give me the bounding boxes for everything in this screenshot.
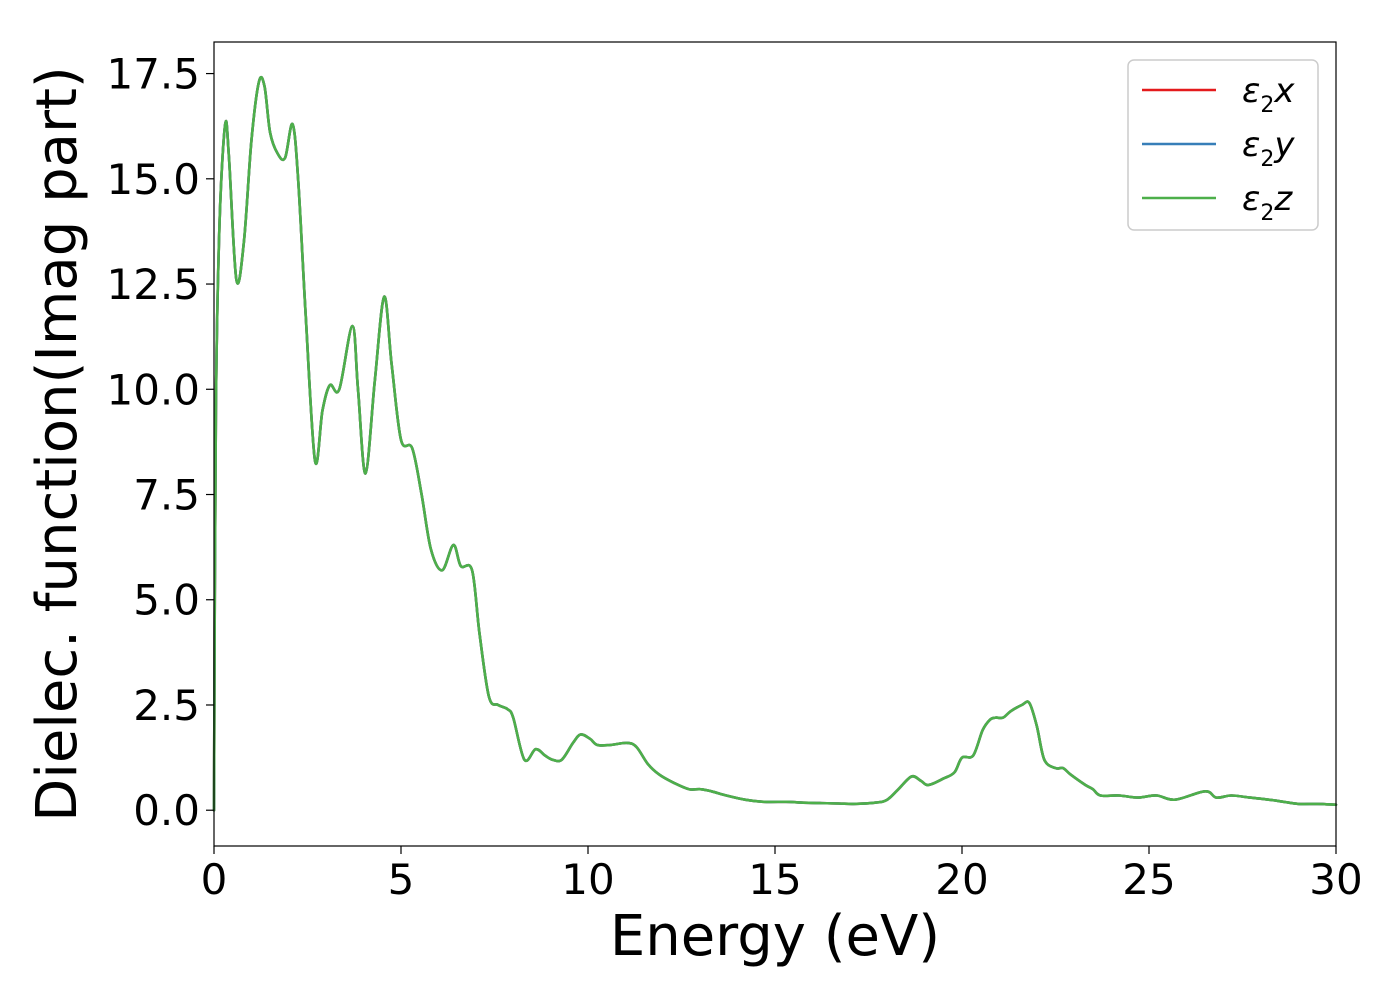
y-tick-label: 12.5 xyxy=(106,260,200,309)
y-tick-label: 0.0 xyxy=(133,786,200,835)
y-tick-label: 5.0 xyxy=(133,576,200,625)
y-axis-title: Dielec. function(Imag part) xyxy=(25,66,90,822)
y-tick-label: 2.5 xyxy=(133,681,200,730)
x-tick-label: 0 xyxy=(201,855,228,904)
x-tick-label: 25 xyxy=(1122,855,1175,904)
x-tick-label: 15 xyxy=(748,855,801,904)
series-line-z xyxy=(212,75,1338,812)
y-tick-label: 10.0 xyxy=(106,365,200,414)
x-tick-label: 5 xyxy=(388,855,415,904)
legend-label-y: ε2y xyxy=(1242,125,1295,172)
x-tick-label: 30 xyxy=(1309,855,1362,904)
y-tick-label: 17.5 xyxy=(106,50,200,99)
y-axis-ticks: 0.0 2.5 5.0 7.5 10.0 12.5 15.0 17.5 xyxy=(106,50,214,835)
legend-items: ε2x ε2y ε2z xyxy=(1142,71,1295,226)
legend-label-z: ε2z xyxy=(1242,179,1293,226)
y-tick-label: 15.0 xyxy=(106,155,200,204)
x-tick-label: 20 xyxy=(935,855,988,904)
x-axis-ticks: 0 5 10 15 20 25 30 xyxy=(201,846,1363,904)
series-layer xyxy=(212,75,1338,812)
x-tick-label: 10 xyxy=(561,855,614,904)
x-axis-title: Energy (eV) xyxy=(610,904,940,969)
legend-box xyxy=(1127,59,1319,231)
legend-label-x: ε2x xyxy=(1242,71,1295,118)
legend: ε2x ε2y ε2z xyxy=(1127,59,1319,231)
y-tick-label: 7.5 xyxy=(133,471,200,520)
